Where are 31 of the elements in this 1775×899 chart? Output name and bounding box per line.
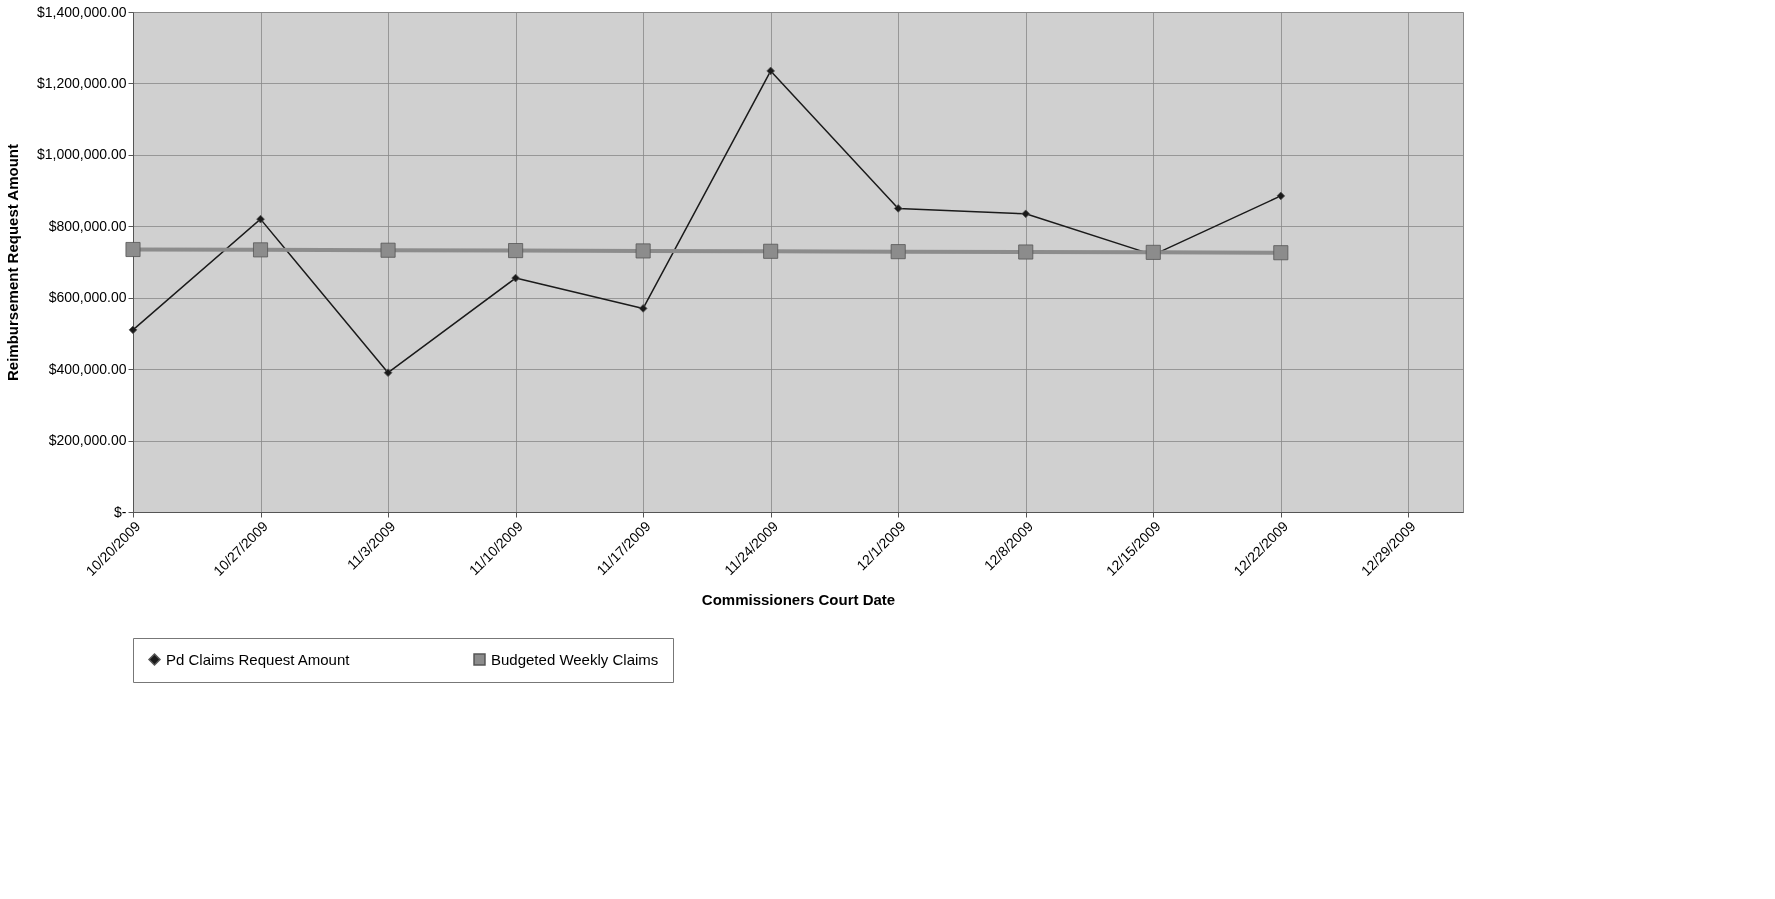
point bbox=[380, 242, 396, 258]
y-tick-label: $1,000,000.00 bbox=[36, 146, 127, 163]
point bbox=[1021, 209, 1031, 219]
point bbox=[128, 325, 138, 335]
point bbox=[893, 204, 903, 213]
y-tick-label: $600,000.00 bbox=[48, 289, 127, 306]
point bbox=[766, 66, 775, 76]
point bbox=[508, 243, 524, 259]
point bbox=[638, 304, 648, 313]
y-tick-label: $1,400,000.00 bbox=[36, 3, 127, 20]
y-tick-label: $- bbox=[114, 503, 127, 520]
point bbox=[383, 368, 393, 377]
point bbox=[1018, 244, 1034, 260]
point bbox=[511, 273, 520, 283]
point bbox=[1273, 245, 1289, 261]
y-tick-label: $400,000.00 bbox=[48, 360, 127, 377]
point bbox=[635, 243, 651, 259]
point bbox=[890, 244, 906, 260]
y-tick-label: $1,200,000.00 bbox=[36, 74, 127, 91]
x-axis-title: Commissioners Court Date bbox=[701, 590, 896, 608]
point bbox=[125, 242, 141, 257]
y-tick-label: $800,000.00 bbox=[48, 217, 127, 234]
point bbox=[763, 243, 779, 259]
point bbox=[253, 242, 269, 258]
legend-label: Pd Claims Request Amount bbox=[166, 650, 351, 668]
point bbox=[1145, 244, 1161, 260]
point bbox=[1276, 191, 1286, 201]
y-tick-label: $200,000.00 bbox=[48, 432, 127, 449]
y-axis-title: Reimbursement Request Amount bbox=[3, 144, 21, 381]
point bbox=[256, 214, 265, 224]
legend-label: Budgeted Weekly Claims bbox=[491, 650, 659, 668]
